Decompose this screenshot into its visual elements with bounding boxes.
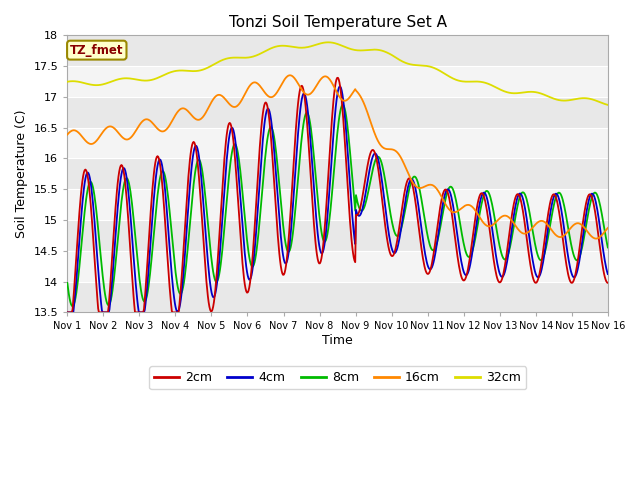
Bar xyxy=(67,66,608,97)
Text: TZ_fmet: TZ_fmet xyxy=(70,44,124,57)
Bar xyxy=(67,158,608,189)
Title: Tonzi Soil Temperature Set A: Tonzi Soil Temperature Set A xyxy=(228,15,447,30)
Bar xyxy=(67,220,608,251)
Y-axis label: Soil Temperature (C): Soil Temperature (C) xyxy=(15,109,28,238)
Bar xyxy=(67,97,608,128)
Bar xyxy=(67,36,608,66)
Bar xyxy=(67,251,608,282)
Bar xyxy=(67,282,608,312)
Legend: 2cm, 4cm, 8cm, 16cm, 32cm: 2cm, 4cm, 8cm, 16cm, 32cm xyxy=(149,366,526,389)
X-axis label: Time: Time xyxy=(322,334,353,347)
Bar xyxy=(67,128,608,158)
Bar xyxy=(67,189,608,220)
